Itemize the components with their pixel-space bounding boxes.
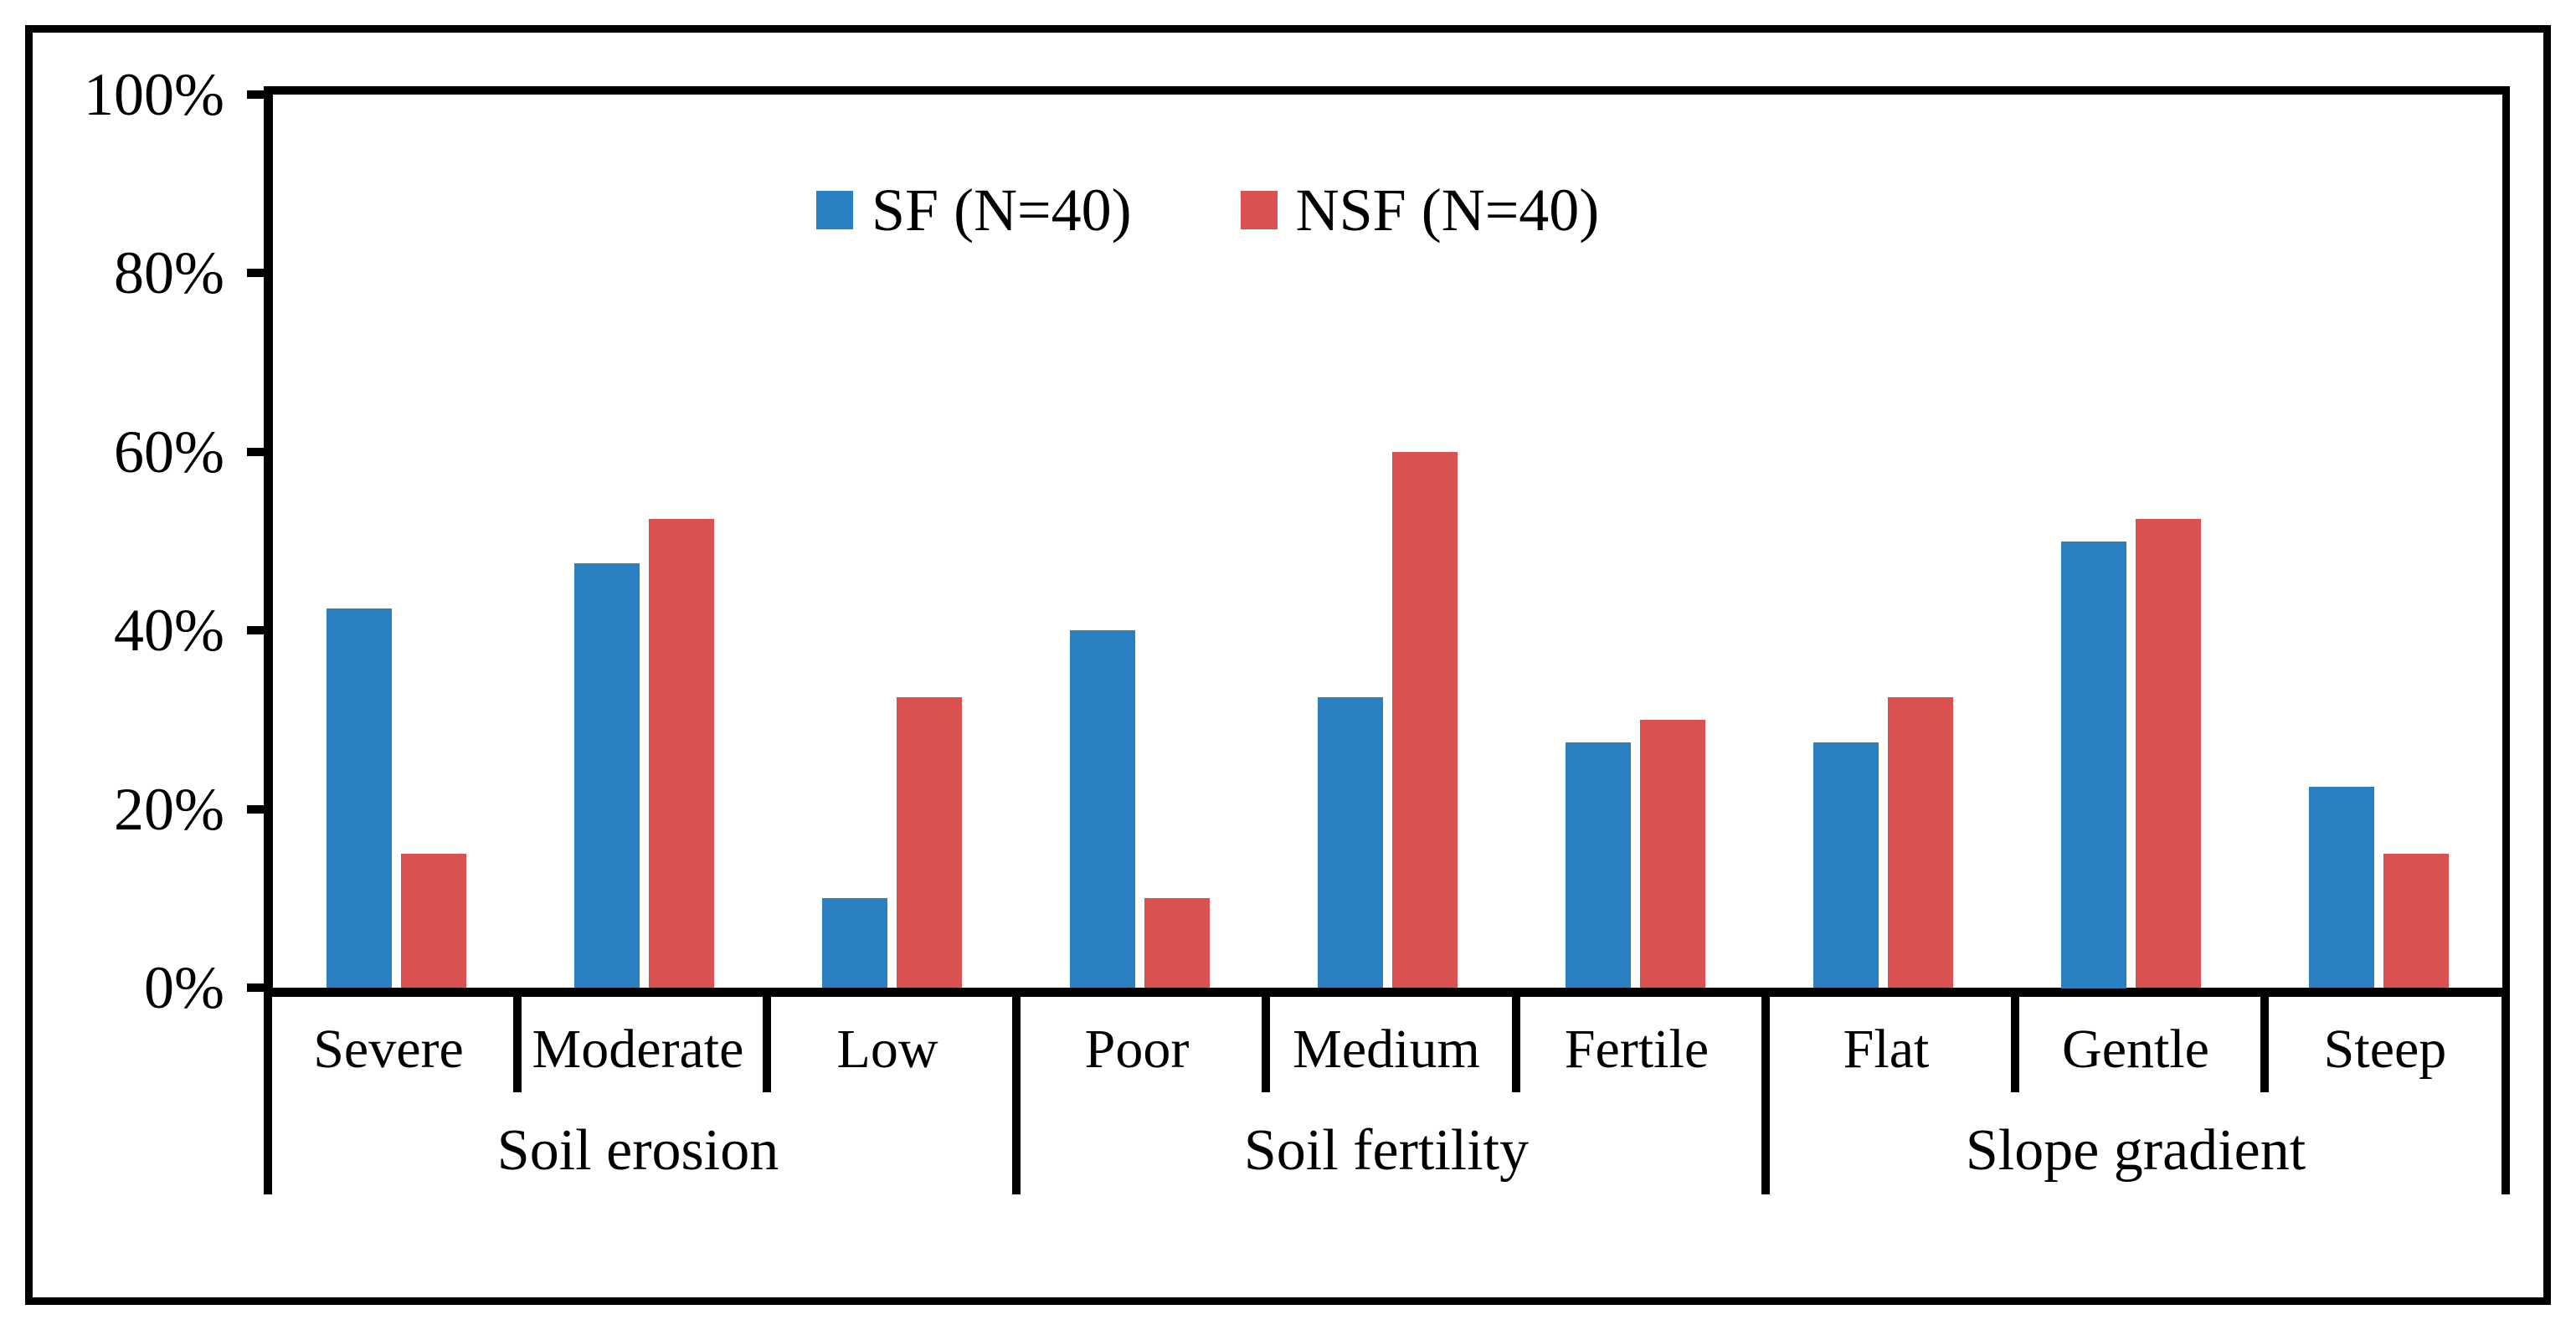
- axis-group-separator: [1761, 997, 1770, 1194]
- category-label-fertile: Fertile: [1564, 1019, 1710, 1080]
- bar-nsf-low: [897, 697, 962, 988]
- category-label-moderate: Moderate: [532, 1019, 744, 1080]
- y-axis-tick-label: 20%: [114, 775, 224, 843]
- axis-category-separator: [763, 997, 771, 1092]
- axis-category-separator: [2011, 997, 2019, 1092]
- y-axis-tick-label: 0%: [144, 954, 224, 1021]
- axis-category-separator: [1262, 997, 1270, 1092]
- y-axis-tick: [247, 269, 264, 278]
- category-label-poor: Poor: [1084, 1019, 1190, 1080]
- y-axis-tick-label: 40%: [114, 597, 224, 665]
- bar-sf-fertile: [1566, 742, 1631, 988]
- bar-nsf-severe: [401, 854, 466, 988]
- bar-nsf-medium: [1392, 452, 1458, 988]
- bar-sf-gentle: [2061, 542, 2126, 989]
- group-label-soil-erosion: Soil erosion: [496, 1118, 779, 1183]
- figure-border: [25, 25, 2551, 1305]
- category-label-severe: Severe: [313, 1019, 464, 1080]
- bar-nsf-steep: [2383, 854, 2449, 988]
- bar-sf-moderate: [574, 563, 640, 988]
- axis-group-separator: [2501, 997, 2510, 1194]
- plot-area: [264, 86, 2510, 997]
- y-axis-tick-label: 100%: [84, 61, 224, 128]
- category-label-low: Low: [836, 1019, 938, 1080]
- y-axis-tick-label: 60%: [114, 418, 224, 485]
- category-label-medium: Medium: [1293, 1019, 1480, 1080]
- nsf-series-swatch-icon: [1240, 191, 1278, 229]
- y-axis-tick: [247, 626, 264, 635]
- axis-group-separator: [1012, 997, 1021, 1194]
- legend-item-nsf: NSF (N=40): [1240, 177, 1600, 244]
- category-label-steep: Steep: [2323, 1019, 2447, 1080]
- y-axis-tick: [247, 90, 264, 99]
- bar-nsf-flat: [1888, 697, 1953, 988]
- bar-sf-poor: [1070, 630, 1135, 988]
- bar-nsf-moderate: [649, 519, 714, 988]
- y-axis-tick-label: 80%: [114, 239, 224, 307]
- legend: SF (N=40) NSF (N=40): [816, 172, 1599, 249]
- sf-series-swatch-icon: [816, 191, 853, 229]
- axis-group-separator: [264, 997, 272, 1194]
- y-axis-tick: [247, 804, 264, 814]
- bar-nsf-fertile: [1640, 720, 1705, 988]
- group-label-slope-gradient: Slope gradient: [1965, 1118, 2306, 1183]
- bar-sf-severe: [326, 609, 392, 988]
- y-axis-tick: [247, 447, 264, 456]
- bar-nsf-gentle: [2136, 519, 2201, 988]
- legend-label-sf: SF (N=40): [872, 177, 1132, 244]
- bar-sf-flat: [1813, 742, 1879, 988]
- axis-category-separator: [2260, 997, 2269, 1092]
- bar-sf-low: [822, 898, 887, 988]
- legend-item-sf: SF (N=40): [816, 177, 1132, 244]
- y-axis-tick: [247, 983, 264, 992]
- bar-sf-steep: [2309, 787, 2374, 988]
- axis-category-separator: [513, 997, 522, 1092]
- bar-nsf-poor: [1144, 898, 1210, 988]
- axis-category-separator: [1512, 997, 1520, 1092]
- category-label-gentle: Gentle: [2062, 1019, 2209, 1080]
- group-label-soil-fertility: Soil fertility: [1243, 1118, 1530, 1183]
- legend-label-nsf: NSF (N=40): [1295, 177, 1600, 244]
- bar-sf-medium: [1318, 697, 1383, 988]
- category-label-flat: Flat: [1843, 1019, 1930, 1080]
